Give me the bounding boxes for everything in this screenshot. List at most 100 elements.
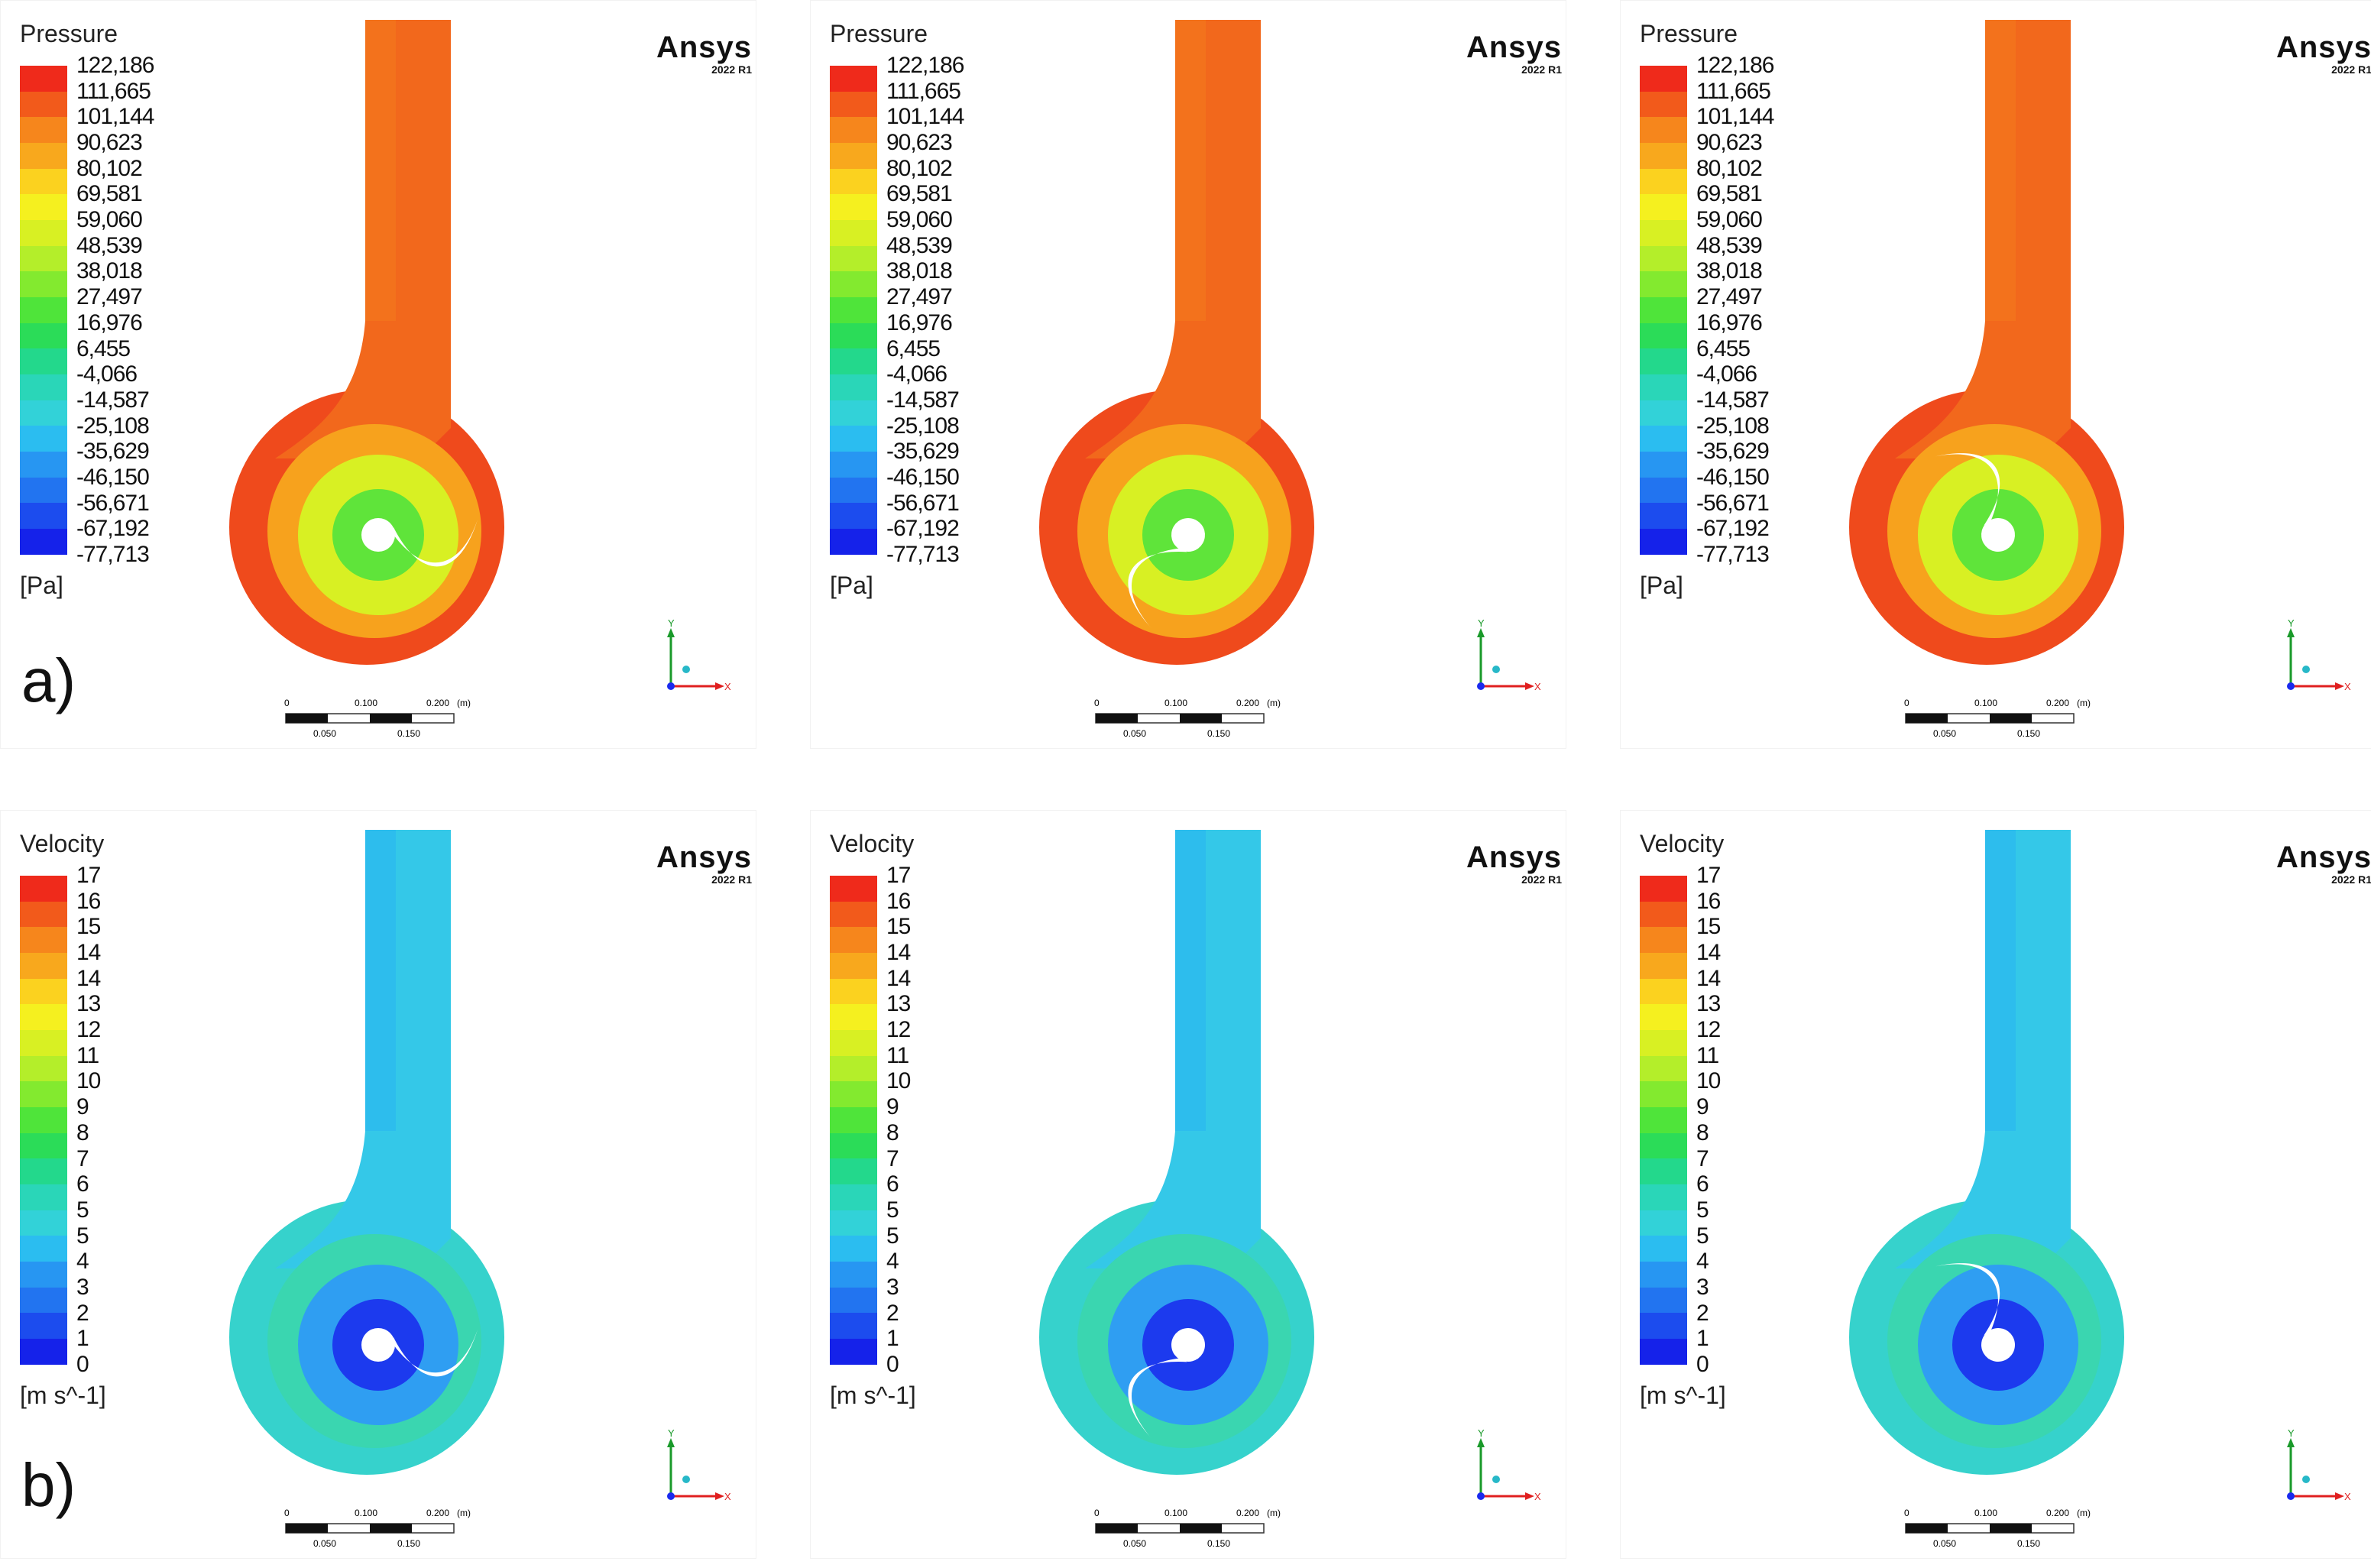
legend-tick: -77,713 (76, 542, 150, 567)
scale-tick-050: 0.050 (313, 1538, 336, 1549)
legend-tick: 5 (1696, 1197, 1709, 1223)
axis-x-label: X (1534, 1491, 1541, 1502)
colorbar-band (830, 400, 877, 426)
colorbar (20, 66, 67, 555)
legend-tick: 1 (1696, 1326, 1709, 1352)
ansys-name: Ansys (656, 31, 752, 64)
axis-y-label: Y (1478, 617, 1485, 629)
volute-throat (1085, 321, 1261, 458)
legend-tick: 69,581 (1696, 181, 1763, 207)
legend-tick: 111,665 (1696, 78, 1771, 104)
colorbar-band (830, 452, 877, 478)
ansys-name: Ansys (2275, 841, 2371, 874)
colorbar-band (1640, 876, 1687, 902)
colorbar (20, 876, 67, 1365)
legend-tick: 3 (1696, 1274, 1709, 1300)
legend-tick: 38,018 (886, 258, 953, 284)
colorbar-band (1640, 452, 1687, 478)
colorbar (1640, 66, 1687, 555)
colorbar-band (1640, 1132, 1687, 1159)
ansys-name: Ansys (1466, 841, 1562, 874)
axis-triad: Y X (1477, 1427, 1541, 1502)
legend-tick: -25,108 (1696, 413, 1770, 439)
colorbar-band (1640, 503, 1687, 530)
axis-x-label: X (2344, 1491, 2351, 1502)
legend-tick: 12 (76, 1017, 101, 1043)
colorbar-band (20, 1081, 67, 1108)
colorbar-band (20, 168, 67, 195)
legend-tick: 7 (1696, 1145, 1709, 1171)
axis-triad: Y X (2287, 1427, 2351, 1502)
scale-tick-0: 0 (1094, 1508, 1100, 1518)
legend-tick: 3 (76, 1274, 89, 1300)
colorbar-band (20, 452, 67, 478)
colorbar-band (20, 901, 67, 928)
velocity-contour-panel-3: Velocity 17 16 15 14 14 13 12 11 10 9 8 7 6 5 5 4 3 2 1 0 [… (1620, 810, 2371, 1559)
scale-tick-150: 0.150 (2017, 728, 2040, 739)
legend-tick: 9 (76, 1094, 89, 1120)
legend-unit: [m s^-1] (830, 1382, 916, 1409)
legend-tick: -14,587 (1696, 387, 1770, 413)
scale-bar: 0 0.100 0.200 (m) 0.050 0.150 (284, 698, 471, 739)
legend-tick: 15 (1696, 914, 1721, 940)
legend-tick: 101,144 (76, 104, 154, 130)
colorbar-band (1640, 1030, 1687, 1056)
ansys-logo: Ansys 2022 R1 (1466, 841, 1562, 886)
impeller-blade (1128, 518, 1205, 629)
legend-tick: 0 (76, 1352, 89, 1377)
legend-tick: 6,455 (76, 335, 131, 361)
impeller-blade (1128, 1328, 1205, 1439)
scale-tick-150: 0.150 (2017, 1538, 2040, 1549)
pump-geometry (1849, 830, 2124, 1475)
axis-y-label: Y (668, 617, 675, 629)
legend-tick: -77,713 (886, 542, 960, 567)
colorbar-band (830, 220, 877, 246)
scale-tick-150: 0.150 (1207, 1538, 1230, 1549)
scale-tick-100: 0.100 (1974, 1508, 1997, 1518)
colorbar (1640, 876, 1687, 1365)
colorbar-band (1640, 143, 1687, 169)
impeller-blade (1935, 453, 2015, 552)
colorbar-band (1640, 529, 1687, 555)
legend-tick: 6 (76, 1171, 89, 1197)
legend-tick: 101,144 (886, 104, 964, 130)
legend-tick: 6 (1696, 1171, 1709, 1197)
ansys-version: 2022 R1 (2331, 63, 2371, 76)
legend-unit: [Pa] (20, 572, 63, 599)
colorbar-band (20, 374, 67, 400)
legend-title: Velocity (20, 830, 105, 857)
legend-title: Pressure (830, 20, 928, 47)
legend-tick: 14 (886, 965, 911, 991)
scale-tick-0: 0 (1094, 698, 1100, 708)
legend-tick: 111,665 (886, 78, 961, 104)
colorbar-band (1640, 901, 1687, 928)
colorbar-band (20, 477, 67, 504)
legend-tick: 80,102 (886, 155, 953, 181)
legend-title: Pressure (20, 20, 118, 47)
colorbar-band (830, 1030, 877, 1056)
legend-tick: 2 (76, 1300, 89, 1326)
pressure-contour-panel-3: Pressure 122,186 111,665 101,144 90,623 80,1… (1620, 0, 2371, 749)
legend-tick: 2 (1696, 1300, 1709, 1326)
colorbar-band (1640, 1262, 1687, 1288)
colorbar-band (20, 529, 67, 555)
colorbar-band (1640, 1184, 1687, 1210)
legend-tick: 5 (886, 1223, 899, 1249)
impeller-blade (361, 518, 478, 567)
colorbar-band (20, 426, 67, 452)
legend-tick: 12 (1696, 1017, 1721, 1043)
legend-tick: 101,144 (1696, 104, 1774, 130)
legend-tick: -35,629 (76, 439, 150, 465)
legend-tick: 122,186 (76, 53, 154, 78)
colorbar-band (830, 1158, 877, 1185)
colorbar-band (1640, 1107, 1687, 1133)
legend-tick: -56,671 (76, 490, 150, 516)
legend-tick: 9 (886, 1094, 899, 1120)
colorbar-band (830, 901, 877, 928)
scale-tick-200: 0.200 (2046, 1508, 2069, 1518)
pump-geometry (229, 830, 504, 1475)
legend-tick: 14 (76, 965, 101, 991)
legend-tick: 6,455 (886, 335, 941, 361)
colorbar-band (830, 245, 877, 272)
scale-tick-100: 0.100 (355, 698, 377, 708)
